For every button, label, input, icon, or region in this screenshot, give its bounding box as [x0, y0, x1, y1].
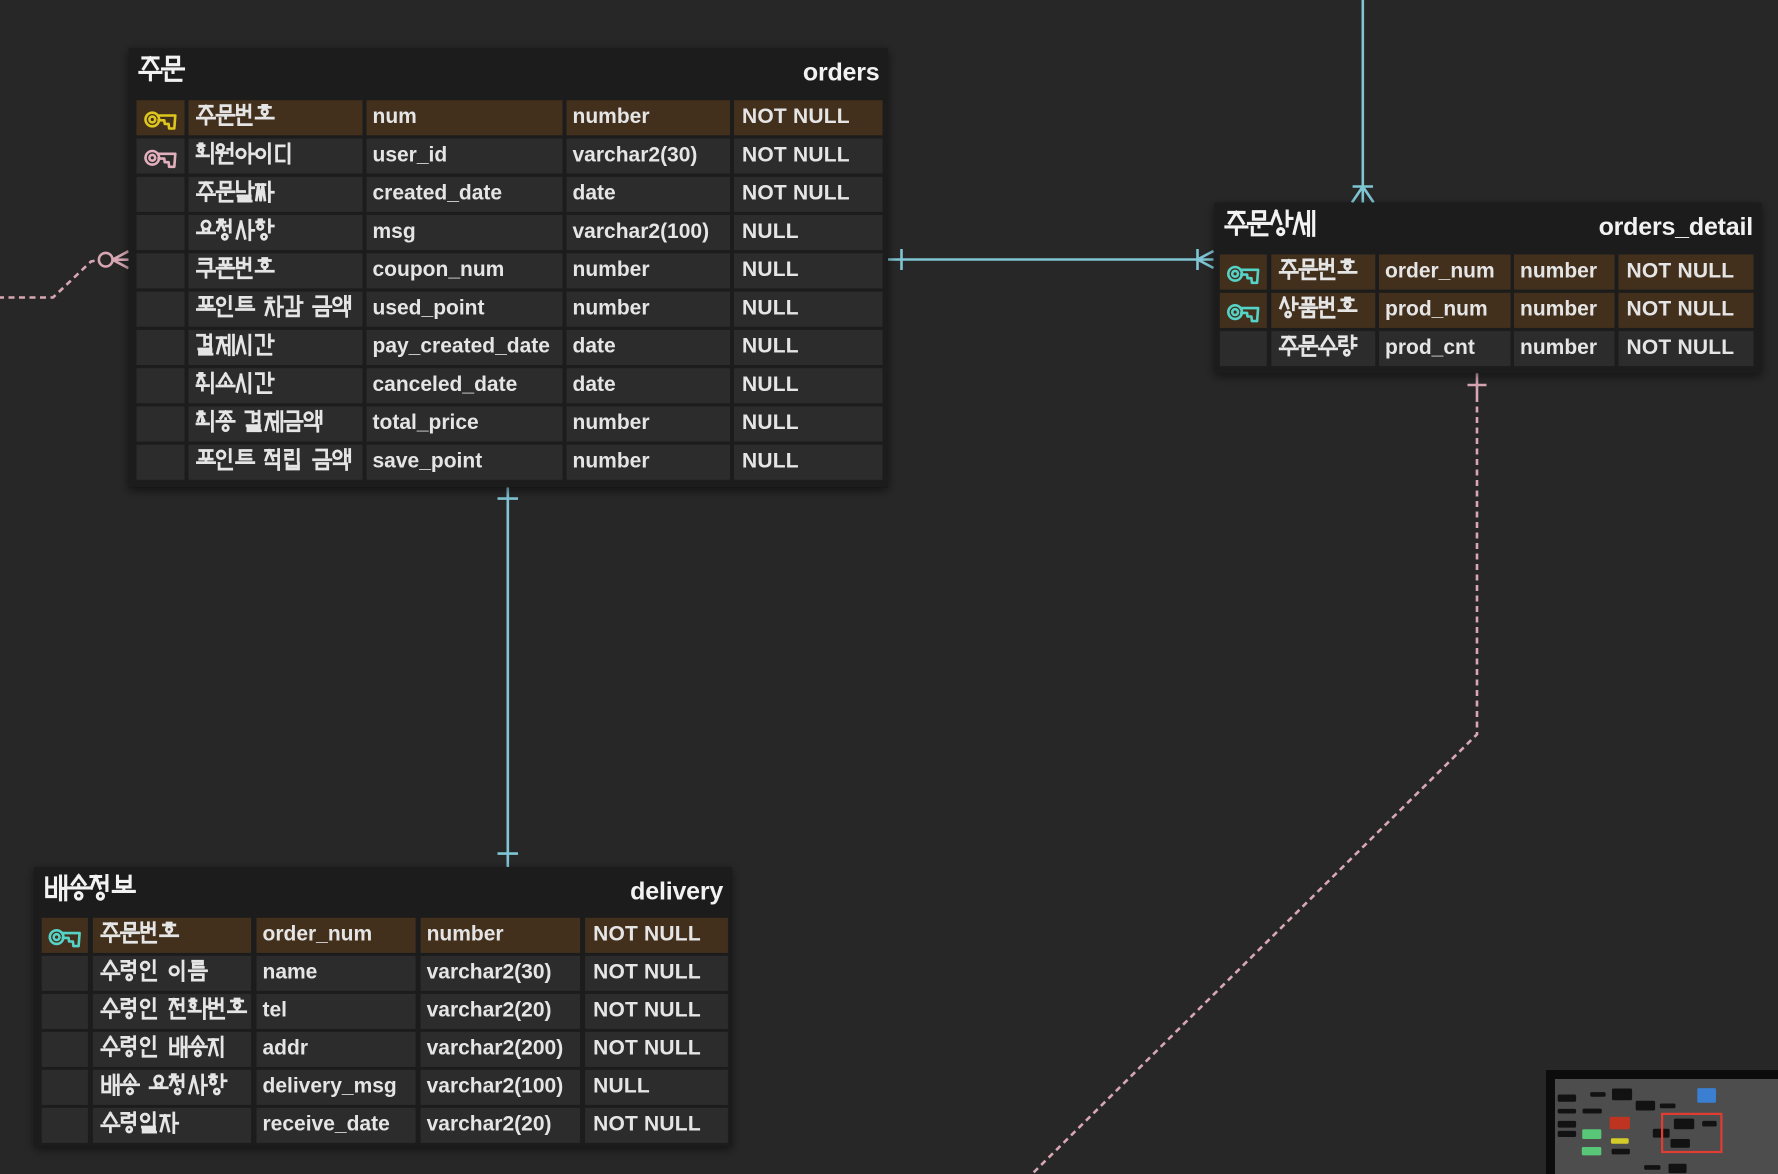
- svg-text:number: number: [573, 258, 650, 281]
- svg-text:NOT NULL: NOT NULL: [1627, 259, 1735, 282]
- svg-text:pay_created_date: pay_created_date: [373, 335, 550, 358]
- svg-text:NULL: NULL: [742, 373, 799, 396]
- svg-text:varchar2(20): varchar2(20): [427, 999, 552, 1022]
- svg-text:NOT NULL: NOT NULL: [593, 1113, 701, 1136]
- svg-text:order_num: order_num: [1385, 259, 1495, 282]
- svg-text:varchar2(200): varchar2(200): [427, 1037, 564, 1060]
- svg-text:tel: tel: [263, 999, 288, 1022]
- svg-text:NULL: NULL: [742, 335, 799, 358]
- svg-text:varchar2(20): varchar2(20): [427, 1113, 552, 1136]
- svg-text:NOT NULL: NOT NULL: [593, 961, 701, 984]
- svg-text:number: number: [1520, 336, 1597, 359]
- svg-text:date: date: [573, 373, 616, 396]
- svg-text:number: number: [1520, 259, 1597, 282]
- svg-text:order_num: order_num: [263, 923, 373, 946]
- svg-text:total_price: total_price: [373, 411, 479, 434]
- svg-text:NOT NULL: NOT NULL: [1627, 336, 1735, 359]
- svg-text:varchar2(30): varchar2(30): [573, 143, 698, 166]
- svg-text:number: number: [573, 411, 650, 434]
- svg-text:number: number: [427, 923, 504, 946]
- svg-text:coupon_num: coupon_num: [373, 258, 505, 281]
- svg-text:varchar2(100): varchar2(100): [427, 1075, 564, 1098]
- svg-text:orders: orders: [803, 58, 880, 86]
- svg-text:NULL: NULL: [742, 450, 799, 473]
- svg-text:NULL: NULL: [742, 411, 799, 434]
- svg-text:NULL: NULL: [742, 296, 799, 319]
- svg-text:NULL: NULL: [742, 220, 799, 243]
- svg-text:NOT NULL: NOT NULL: [742, 143, 850, 166]
- svg-text:date: date: [573, 182, 616, 205]
- svg-text:canceled_date: canceled_date: [373, 373, 518, 396]
- svg-text:num: num: [373, 105, 417, 128]
- svg-text:varchar2(100): varchar2(100): [573, 220, 710, 243]
- svg-text:prod_num: prod_num: [1385, 298, 1488, 321]
- svg-text:prod_cnt: prod_cnt: [1385, 336, 1475, 359]
- svg-text:NULL: NULL: [742, 258, 799, 281]
- svg-text:name: name: [263, 961, 318, 984]
- svg-text:date: date: [573, 335, 616, 358]
- svg-text:NOT NULL: NOT NULL: [593, 1037, 701, 1060]
- svg-text:number: number: [573, 296, 650, 319]
- svg-text:NOT NULL: NOT NULL: [1627, 298, 1735, 321]
- svg-text:delivery: delivery: [630, 877, 723, 905]
- svg-text:NOT NULL: NOT NULL: [593, 999, 701, 1022]
- svg-text:save_point: save_point: [373, 450, 483, 473]
- svg-text:used_point: used_point: [373, 296, 485, 319]
- svg-text:user_id: user_id: [373, 143, 448, 166]
- svg-text:NOT NULL: NOT NULL: [742, 105, 850, 128]
- svg-text:NOT NULL: NOT NULL: [593, 923, 701, 946]
- svg-text:number: number: [573, 450, 650, 473]
- svg-text:orders_detail: orders_detail: [1599, 213, 1753, 241]
- svg-text:NULL: NULL: [593, 1075, 650, 1098]
- svg-text:varchar2(30): varchar2(30): [427, 961, 552, 984]
- svg-text:NOT NULL: NOT NULL: [742, 182, 850, 205]
- svg-text:receive_date: receive_date: [263, 1113, 390, 1136]
- svg-text:msg: msg: [373, 220, 416, 243]
- svg-text:number: number: [573, 105, 650, 128]
- svg-text:created_date: created_date: [373, 182, 503, 205]
- svg-text:number: number: [1520, 298, 1597, 321]
- svg-text:delivery_msg: delivery_msg: [263, 1075, 397, 1098]
- svg-text:addr: addr: [263, 1037, 309, 1060]
